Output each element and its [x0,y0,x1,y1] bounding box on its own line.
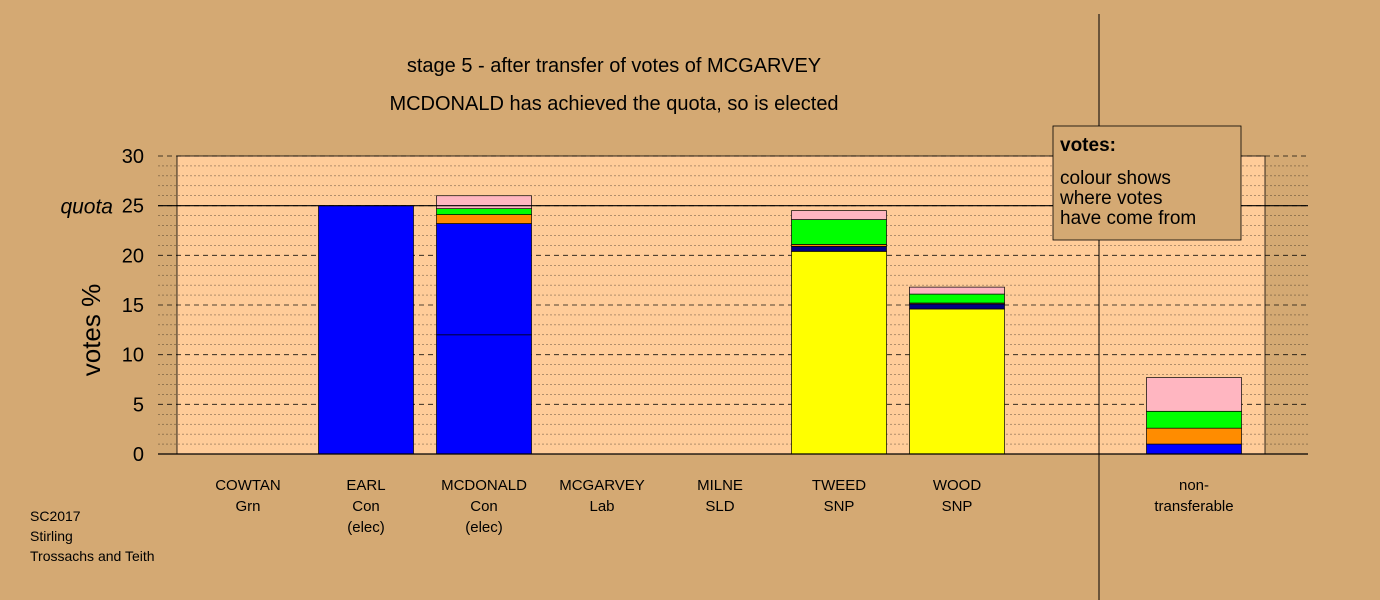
footer: SC2017 Stirling Trossachs and Teith [30,506,155,566]
category-label: Con [352,498,380,515]
bar-segment [791,210,887,220]
category-label: SNP [824,498,855,515]
bar-segment [1146,377,1242,412]
category-label: transferable [1154,498,1233,515]
bar-segment [791,251,887,455]
category-label: MCGARVEY [559,477,645,494]
chart-title: stage 5 - after transfer of votes of MCG… [407,55,821,77]
bars [318,195,1242,455]
y-tick-label: 25 [122,196,144,218]
category-label: (elec) [347,519,385,536]
legend-title: votes: [1060,135,1116,156]
bar-segment [1146,410,1242,429]
y-tick-label: 30 [122,146,144,168]
category-label: Con [470,498,498,515]
chart-subtitle: MCDONALD has achieved the quota, so is e… [389,93,838,115]
y-axis-label: votes % [76,284,106,377]
category-label: Lab [589,498,614,515]
category-label: SLD [705,498,734,515]
legend-line: colour shows [1060,168,1171,189]
y-tick-label: 0 [133,444,144,466]
y-tick-label: 10 [122,345,144,367]
category-label: Grn [235,498,260,515]
category-label: TWEED [812,477,866,494]
category-label: (elec) [465,519,503,536]
bar-segment [909,303,1005,310]
y-tick-label: 5 [133,394,144,416]
bar-segment [791,246,887,252]
bar-segment [909,308,1005,455]
legend-line: where votes [1059,188,1162,209]
category-label: WOOD [933,477,981,494]
y-tick-label: 15 [122,295,144,317]
bar-segment [318,205,414,455]
legend: votes: colour shows where votes have com… [1052,125,1242,241]
y-tick-labels: 0 5 10 15 20 25 30 [122,146,144,466]
bar-segment [436,223,532,336]
category-label: non- [1179,477,1209,494]
legend-box [1052,125,1242,241]
footer-ward: Trossachs and Teith [30,548,155,564]
footer-council: Stirling [30,528,73,544]
bar-segment [436,214,532,224]
bar-segment [909,293,1005,304]
y-tick-label: 20 [122,245,144,267]
bar-segment [436,195,532,209]
category-labels: COWTAN Grn EARL Con (elec) MCDONALD Con (elec) M… [215,477,1233,536]
bar-segment [1146,427,1242,445]
bar-segment [1146,443,1242,455]
bar-segment [791,219,887,245]
bar-segment [436,334,532,455]
category-label: SNP [942,498,973,515]
category-label: EARL [346,477,385,494]
category-label: MCDONALD [441,477,527,494]
quota-label: quota [60,196,113,219]
category-label: COWTAN [215,477,281,494]
category-label: MILNE [697,477,743,494]
bar-segment [436,208,532,215]
bar-segment [909,286,1005,295]
footer-election: SC2017 [30,508,81,524]
legend-line: have come from [1060,208,1196,229]
